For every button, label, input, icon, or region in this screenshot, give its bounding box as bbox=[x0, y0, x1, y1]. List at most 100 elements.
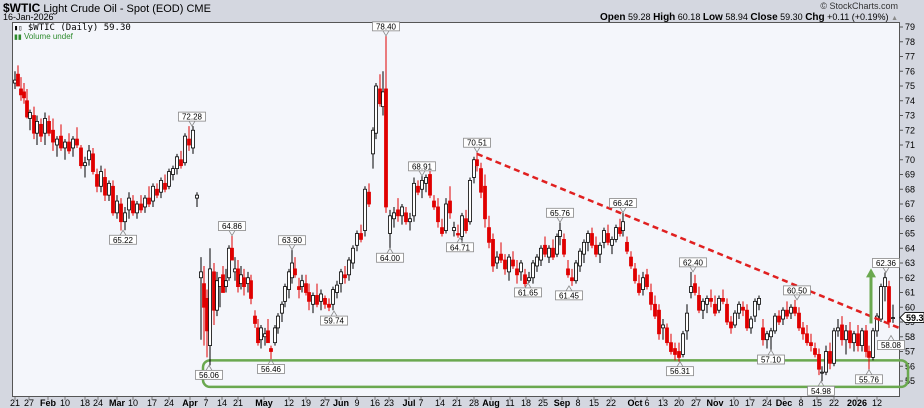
candle bbox=[629, 251, 633, 269]
candle bbox=[637, 274, 641, 296]
x-tick-label: 20 bbox=[674, 398, 684, 408]
x-tick-label: 17 bbox=[745, 398, 755, 408]
candle bbox=[175, 153, 179, 175]
candle bbox=[107, 180, 111, 202]
candle bbox=[713, 295, 717, 317]
svg-text:65.22: 65.22 bbox=[113, 236, 134, 245]
candle bbox=[127, 192, 131, 219]
x-tick-label: Nov bbox=[706, 398, 723, 408]
candle bbox=[131, 195, 135, 216]
x-tick-label: 21 bbox=[10, 398, 20, 408]
candle bbox=[535, 254, 539, 272]
candle bbox=[87, 145, 91, 166]
price-legend: ▮▯ $WTIC (Daily) 59.30 bbox=[14, 23, 131, 33]
candle bbox=[697, 286, 701, 314]
exchange: CME bbox=[186, 3, 211, 15]
candle bbox=[147, 186, 151, 207]
y-tick-label: 73 bbox=[905, 111, 915, 121]
volume-legend: ▮▮ Volume undef bbox=[14, 32, 73, 41]
candle bbox=[187, 126, 191, 151]
x-tick-label: 17 bbox=[147, 398, 157, 408]
candle bbox=[304, 274, 308, 296]
candle bbox=[519, 260, 523, 281]
candle bbox=[22, 83, 26, 104]
candle bbox=[404, 206, 408, 225]
candle bbox=[135, 201, 139, 219]
candle bbox=[71, 136, 75, 157]
y-tick-label: 55 bbox=[905, 376, 915, 386]
candle bbox=[163, 174, 167, 193]
x-tick-label: 10 bbox=[729, 398, 739, 408]
price-callout: 72.28 bbox=[178, 111, 206, 127]
y-tick-label: 65 bbox=[905, 229, 915, 239]
candle bbox=[820, 366, 824, 382]
support-zone-box bbox=[201, 359, 910, 389]
symbol: $WTIC bbox=[3, 1, 41, 15]
x-tick-label: 6 bbox=[644, 398, 649, 408]
candle bbox=[448, 186, 452, 219]
candle bbox=[879, 283, 883, 322]
candle bbox=[578, 248, 582, 272]
candle bbox=[860, 327, 864, 352]
x-tick-label: 16 bbox=[370, 398, 380, 408]
candle bbox=[523, 268, 527, 287]
open-value: 59.28 bbox=[628, 12, 651, 22]
candle bbox=[67, 133, 71, 154]
svg-text:65.76: 65.76 bbox=[550, 209, 571, 218]
candle bbox=[547, 245, 551, 263]
candle bbox=[339, 268, 343, 293]
x-tick-label: 14 bbox=[435, 398, 445, 408]
volume-legend-text: Volume undef bbox=[23, 32, 73, 41]
y-tick-label: 75 bbox=[905, 81, 915, 91]
candle bbox=[475, 152, 479, 172]
candle bbox=[55, 136, 59, 157]
candle bbox=[151, 183, 155, 207]
candle bbox=[327, 298, 331, 312]
candle bbox=[159, 177, 163, 199]
candle bbox=[511, 251, 515, 269]
x-tick-label: Jul bbox=[402, 398, 415, 408]
x-tick-label: 27 bbox=[691, 398, 701, 408]
candle bbox=[115, 195, 119, 219]
x-tick-label: 7 bbox=[418, 398, 423, 408]
candle bbox=[871, 327, 875, 361]
candle bbox=[32, 106, 36, 140]
candle bbox=[420, 175, 424, 199]
price-callout: 56.46 bbox=[257, 358, 285, 374]
svg-text:62.36: 62.36 bbox=[876, 259, 897, 268]
chart-title: $WTIC Light Crude Oil - Spot (EOD) CME bbox=[3, 1, 211, 15]
y-tick-label: 62 bbox=[905, 273, 915, 283]
ohlc-summary: Open 59.28 High 60.18 Low 58.94 Close 59… bbox=[600, 12, 898, 23]
candle bbox=[773, 313, 777, 334]
candle bbox=[199, 257, 203, 340]
plot-area[interactable] bbox=[12, 22, 900, 397]
svg-text:56.06: 56.06 bbox=[199, 371, 220, 380]
candle bbox=[16, 65, 20, 87]
candle bbox=[246, 271, 250, 293]
svg-text:64.71: 64.71 bbox=[450, 243, 471, 252]
candle bbox=[840, 316, 844, 346]
y-tick-label: 69 bbox=[905, 170, 915, 180]
svg-text:61.65: 61.65 bbox=[518, 288, 539, 297]
candle bbox=[388, 209, 392, 249]
candle bbox=[669, 333, 673, 355]
candle bbox=[436, 198, 440, 228]
candle bbox=[685, 304, 689, 340]
candle bbox=[852, 330, 856, 352]
candle bbox=[263, 327, 267, 346]
y-tick-label: 64 bbox=[905, 243, 915, 253]
candle bbox=[43, 112, 47, 145]
candle bbox=[499, 242, 503, 263]
candle bbox=[444, 198, 448, 234]
chg-value: +0.11 (+0.19%) bbox=[827, 12, 889, 22]
candle bbox=[287, 268, 291, 299]
candle bbox=[761, 319, 765, 346]
candle bbox=[283, 283, 287, 308]
x-tick-label: May bbox=[255, 398, 273, 408]
y-tick-label: 70 bbox=[905, 155, 915, 165]
price-callout: 59.74 bbox=[320, 310, 348, 326]
candle bbox=[487, 215, 491, 249]
price-callout: 58.08 bbox=[877, 334, 905, 350]
y-tick-label: 77 bbox=[905, 52, 915, 62]
candle bbox=[765, 330, 769, 349]
